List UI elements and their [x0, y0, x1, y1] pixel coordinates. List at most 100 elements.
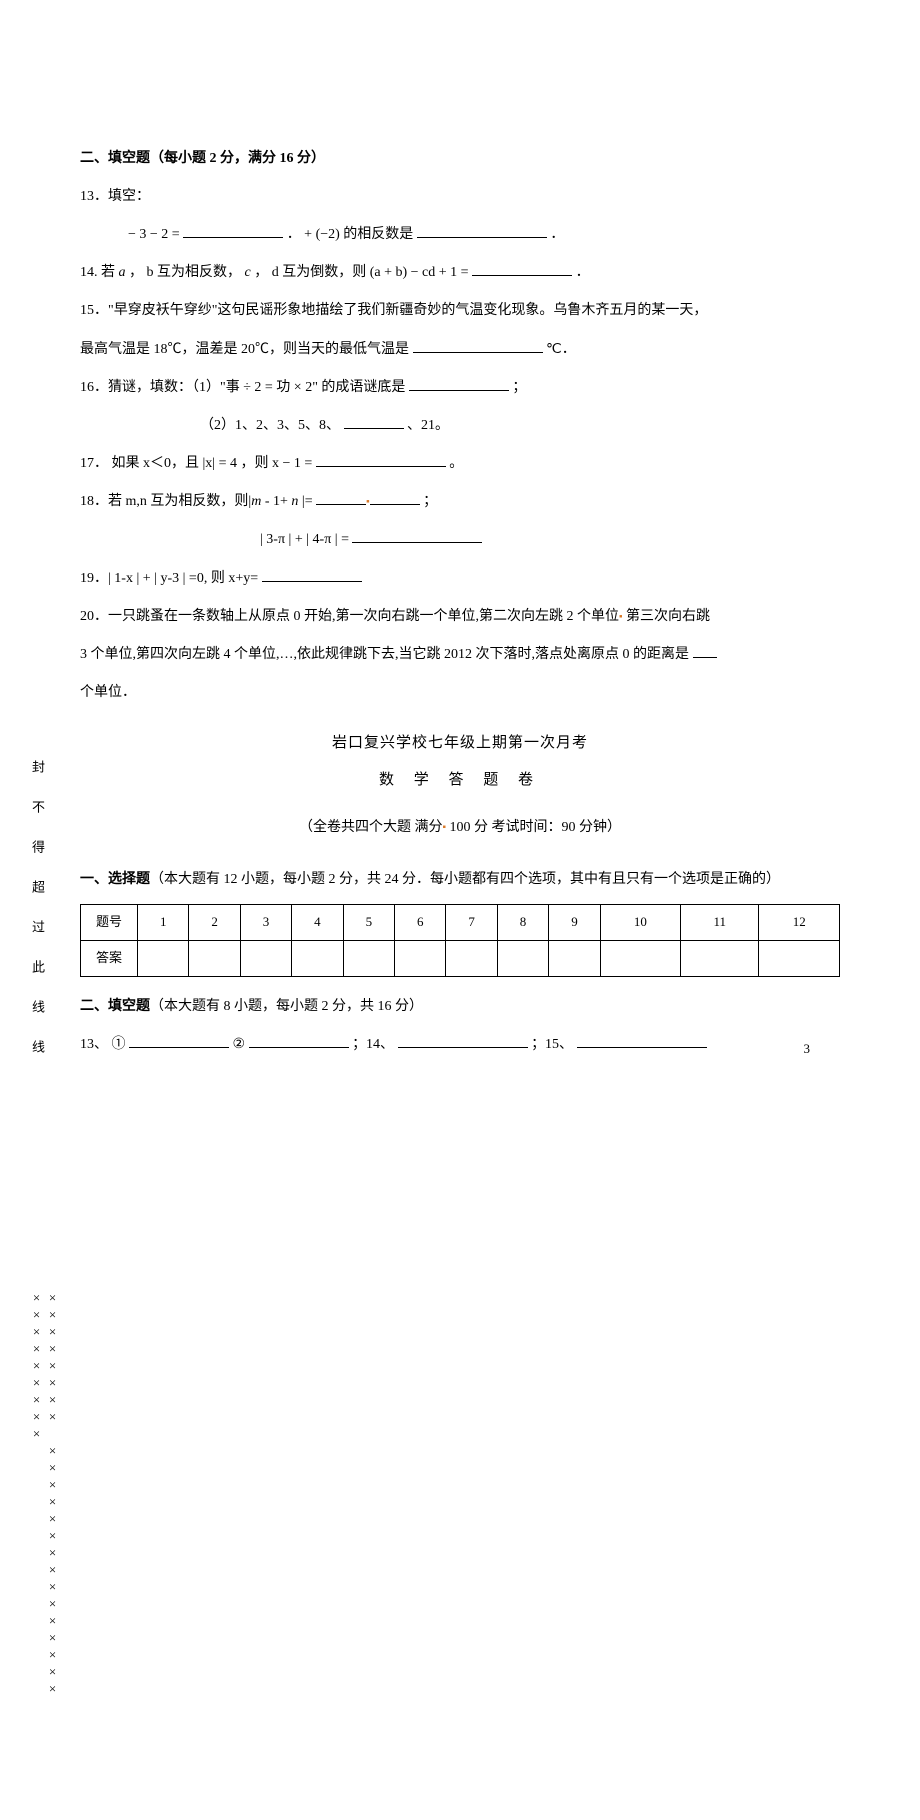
- q13-line: − 3 − 2 = ． + (−2) 的相反数是 ．: [80, 219, 840, 251]
- q18-blank-1[interactable]: [316, 490, 366, 505]
- q14: 14. 若 a ， b 互为相反数， c ， d 互为倒数，则 (a + b) …: [80, 257, 840, 289]
- ans2-a: 二、填空题: [80, 999, 150, 1014]
- col-9: 9: [549, 905, 600, 941]
- q13-label: 13．填空：: [80, 181, 840, 213]
- title-line2: 数 学 答 题 卷: [80, 764, 840, 797]
- q16-line1: 16．猜谜，填数：（1）"事 ÷ 2 = 功 × 2" 的成语谜底是 ；: [80, 372, 840, 404]
- q18-a: 18．若 m,n 互为相反数，则|: [80, 494, 251, 509]
- q16-b: （2）1、2、3、5、8、: [200, 418, 340, 433]
- q13-expr-b: ． + (−2) 的相反数是: [287, 227, 414, 242]
- q19-blank[interactable]: [262, 567, 362, 582]
- ans1-a: 一、选择题: [80, 872, 150, 887]
- ans-cell[interactable]: [759, 941, 840, 977]
- col-10: 10: [600, 905, 680, 941]
- binding-sidebar: 封 不 得 超 过 此 线 线 ×××××××× ×××××××××××××××…: [28, 760, 76, 1290]
- q20-blank[interactable]: [693, 643, 717, 658]
- q16-a-end: ；: [512, 380, 526, 395]
- as2-blank-3[interactable]: [398, 1033, 528, 1048]
- title-line1: 岩口复兴学校七年级上期第一次月考: [80, 727, 840, 760]
- info-a: （全卷共四个大题 满分: [299, 820, 443, 835]
- ans-cell[interactable]: [549, 941, 600, 977]
- col-8: 8: [497, 905, 548, 941]
- document-page: 二、填空题（每小题 2 分，满分 16 分） 13．填空： − 3 − 2 = …: [0, 0, 920, 1127]
- q14-a: 14. 若: [80, 265, 119, 280]
- q16-b-end: 、21。: [407, 418, 449, 433]
- ans-cell[interactable]: [600, 941, 680, 977]
- answer-sec1-heading: 一、选择题（本大题有 12 小题，每小题 2 分，共 24 分．每小题都有四个选…: [80, 864, 840, 896]
- q14-end: ．: [576, 265, 590, 280]
- ans-cell[interactable]: [497, 941, 548, 977]
- ans-cell[interactable]: [292, 941, 343, 977]
- col-11: 11: [681, 905, 759, 941]
- q18-line1: 18．若 m,n 互为相反数，则|m - 1+ n |= ▪ ；: [80, 486, 840, 518]
- col-3: 3: [240, 905, 291, 941]
- answer-sec2-line: 13、 ① ② ；14、 ；15、: [80, 1029, 840, 1061]
- answer-table-header-row: 题号 1 2 3 4 5 6 7 8 9 10 11 12: [81, 905, 840, 941]
- ans-cell[interactable]: [395, 941, 446, 977]
- q15-c: ℃．: [546, 342, 576, 357]
- q16-blank-2[interactable]: [344, 414, 404, 429]
- orange-dot-2: ▪: [619, 611, 623, 622]
- sidebar-xs: ×××××××× ××××××××××××××× ×××××××××: [28, 1290, 60, 1820]
- col-5: 5: [343, 905, 394, 941]
- q18-end: ；: [423, 494, 437, 509]
- col-12: 12: [759, 905, 840, 941]
- q13-end: ．: [550, 227, 564, 242]
- ans-cell[interactable]: [446, 941, 497, 977]
- col-6: 6: [395, 905, 446, 941]
- ans-cell[interactable]: [240, 941, 291, 977]
- q20-b: 第三次向右跳: [626, 609, 710, 624]
- q20-line3: 个单位．: [80, 677, 840, 709]
- q13-expr-a: − 3 − 2 =: [128, 227, 180, 242]
- q14-c: ， d 互为倒数，则 (a + b) − cd + 1 =: [254, 265, 468, 280]
- info-b: 100 分 考试时间：90 分钟）: [450, 820, 622, 835]
- q15-line2: 最高气温是 18℃，温差是 20℃，则当天的最低气温是 ℃．: [80, 334, 840, 366]
- as2-a: 13、 ①: [80, 1037, 126, 1052]
- q15-blank[interactable]: [413, 338, 543, 353]
- q17-end: 。: [449, 456, 463, 471]
- q19-a: 19．| 1-x | + | y-3 | =0, 则 x+y=: [80, 571, 258, 586]
- answer-table-answer-row: 答案: [81, 941, 840, 977]
- exam-info: （全卷共四个大题 满分▪ 100 分 考试时间：90 分钟）: [80, 813, 840, 844]
- col-2: 2: [189, 905, 240, 941]
- col-1: 1: [138, 905, 189, 941]
- q16-line2: （2）1、2、3、5、8、 、21。: [80, 410, 840, 442]
- title-block: 岩口复兴学校七年级上期第一次月考 数 学 答 题 卷: [80, 727, 840, 797]
- ans-cell[interactable]: [343, 941, 394, 977]
- ans-cell[interactable]: [189, 941, 240, 977]
- q18-l2-a: | 3-π | + | 4-π | =: [260, 532, 349, 547]
- q20-a: 20．一只跳蚤在一条数轴上从原点 0 开始,第一次向右跳一个单位,第二次向左跳 …: [80, 609, 619, 624]
- as2-c: ；14、: [352, 1037, 394, 1052]
- as2-blank-1[interactable]: [129, 1033, 229, 1048]
- sidebar-text: 封 不 得 超 过 此 线 线: [28, 760, 47, 1290]
- q16-a: 16．猜谜，填数：（1）"事 ÷ 2 = 功 × 2" 的成语谜底是: [80, 380, 405, 395]
- q17-blank[interactable]: [316, 452, 446, 467]
- q20-line2: 3 个单位,第四次向左跳 4 个单位,…,依此规律跳下去,当它跳 2012 次下…: [80, 639, 840, 671]
- ans1-b: （本大题有 12 小题，每小题 2 分，共 24 分．每小题都有四个选项，其中有…: [150, 872, 780, 887]
- q16-blank-1[interactable]: [409, 376, 509, 391]
- ans2-b: （本大题有 8 小题，每小题 2 分，共 16 分）: [150, 999, 423, 1014]
- answer-sec2-heading: 二、填空题（本大题有 8 小题，每小题 2 分，共 16 分）: [80, 991, 840, 1023]
- q18-b: - 1+: [265, 494, 292, 509]
- col-label-ans: 答案: [81, 941, 138, 977]
- ans-cell[interactable]: [681, 941, 759, 977]
- q18-blank-2[interactable]: [352, 528, 482, 543]
- ans-cell[interactable]: [138, 941, 189, 977]
- q13-blank-2[interactable]: [417, 223, 547, 238]
- col-label-qnum: 题号: [81, 905, 138, 941]
- q18-blank-1b[interactable]: [370, 490, 420, 505]
- as2-b: ②: [233, 1037, 246, 1052]
- q20-c: 3 个单位,第四次向左跳 4 个单位,…,依此规律跳下去,当它跳 2012 次下…: [80, 647, 689, 662]
- as2-blank-4[interactable]: [577, 1033, 707, 1048]
- orange-dot-3: ▪: [442, 822, 446, 833]
- q13-blank-1[interactable]: [183, 223, 283, 238]
- as2-blank-2[interactable]: [249, 1033, 349, 1048]
- q17-a: 17． 如果 x＜0，且 |x| = 4 ，则 x − 1 =: [80, 456, 312, 471]
- page-number: 3: [804, 1041, 811, 1057]
- q14-blank[interactable]: [472, 261, 572, 276]
- q15-line1: 15．"早穿皮袄午穿纱"这句民谣形象地描绘了我们新疆奇妙的气温变化现象。乌鲁木齐…: [80, 295, 840, 327]
- as2-d: ；15、: [531, 1037, 573, 1052]
- q18-c: |=: [302, 494, 313, 509]
- q20-line1: 20．一只跳蚤在一条数轴上从原点 0 开始,第一次向右跳一个单位,第二次向左跳 …: [80, 601, 840, 633]
- q19: 19．| 1-x | + | y-3 | =0, 则 x+y=: [80, 563, 840, 595]
